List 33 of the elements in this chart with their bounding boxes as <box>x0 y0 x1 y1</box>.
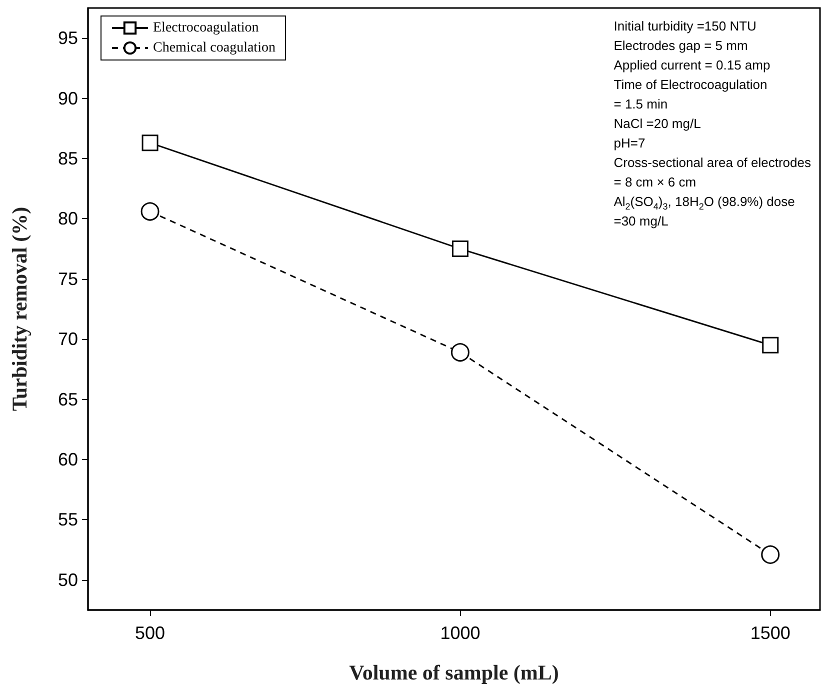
y-tick-label: 50 <box>58 570 78 590</box>
point <box>140 202 160 221</box>
x-axis-title: Volume of sample (mL) <box>349 660 559 684</box>
x-tick-label: 1000 <box>440 623 480 643</box>
point <box>452 240 468 258</box>
y-axis-title: Turbidity removal (%) <box>8 206 32 412</box>
annotation: Cross-sectional area of electrodes <box>614 154 812 170</box>
annotation: Initial turbidity =150 NTU <box>614 18 756 34</box>
y-tick-label: 90 <box>58 88 78 108</box>
annotation: Applied current = 0.15 amp <box>614 57 770 72</box>
annotation: Electrodes gap = 5 mm <box>614 38 748 53</box>
point <box>450 343 470 362</box>
legend-label: Electrocoagulation <box>153 20 259 36</box>
annotation: = 1.5 min <box>614 96 668 112</box>
x-tick-label: 500 <box>135 623 166 643</box>
x-tick-label: 1500 <box>750 623 790 643</box>
y-tick-label: 75 <box>58 268 78 289</box>
point <box>142 134 158 152</box>
y-tick-label: 80 <box>58 208 78 229</box>
annotation: = 8 cm × 6 cm <box>614 174 696 190</box>
annotation: pH=7 <box>614 135 646 150</box>
y-tick-label: 60 <box>58 450 78 470</box>
point <box>762 336 779 354</box>
y-tick-label: 70 <box>58 329 78 350</box>
point <box>761 545 780 564</box>
y-tick-label: 65 <box>58 389 78 410</box>
annotation: =30 mg/L <box>614 213 668 228</box>
legend-label: Chemical coagulation <box>153 40 276 56</box>
annotation: NaCl =20 mg/L <box>614 116 701 131</box>
y-tick-label: 55 <box>58 510 78 530</box>
y-tick-label: 95 <box>58 28 78 48</box>
annotation: Time of Electrocoagulation <box>614 76 768 92</box>
y-tick-label: 85 <box>58 148 78 168</box>
